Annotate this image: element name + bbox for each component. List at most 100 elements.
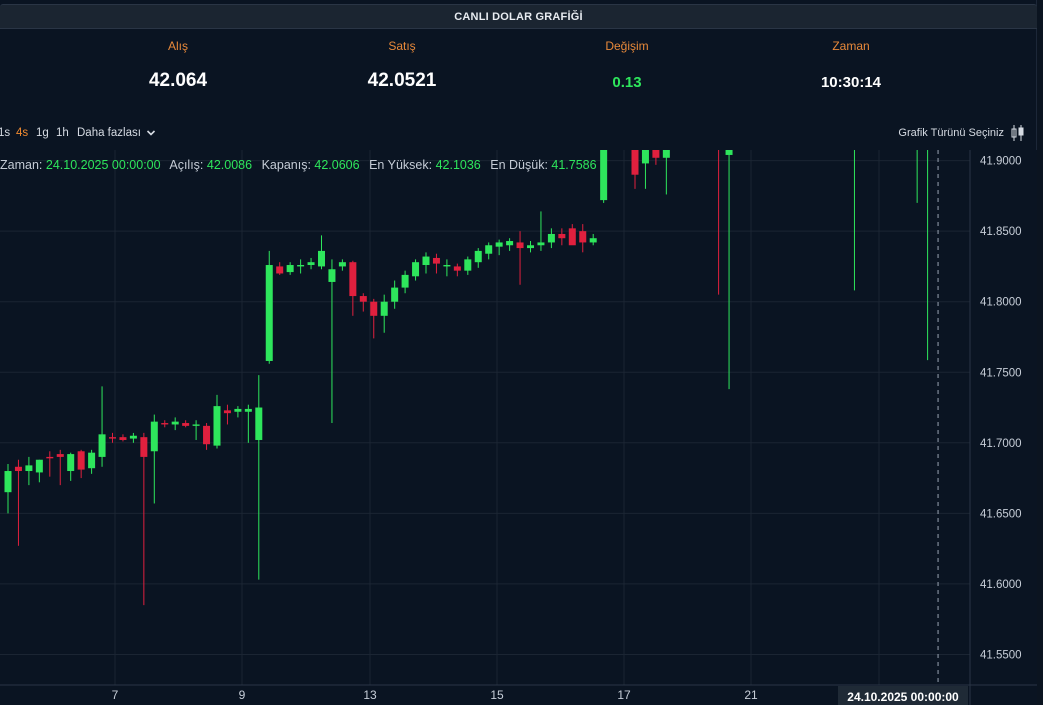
- timeframe-1h[interactable]: 1h: [56, 127, 69, 139]
- candle-body: [401, 274, 409, 288]
- candle-body: [129, 435, 137, 439]
- ohlc-close-value: 42.0606: [314, 158, 360, 172]
- candle-body: [265, 265, 273, 361]
- rate-stats: Alış 42.064 Satış 42.0521 Değişim 0.13 Z…: [0, 30, 1037, 110]
- candle-body: [432, 257, 440, 264]
- timeframe-1s[interactable]: 1s: [0, 127, 11, 139]
- candle-body: [182, 423, 190, 426]
- y-tick-label: 41.8500: [980, 226, 1022, 238]
- timeframe-1g[interactable]: 1g: [36, 127, 49, 139]
- widget-title: CANLI DOLAR GRAFİĞİ: [454, 10, 583, 23]
- candle-body: [77, 451, 85, 470]
- candle-body: [223, 410, 231, 414]
- candle-body: [307, 262, 315, 266]
- ohlc-low-label: En Düşük:: [490, 158, 548, 172]
- more-timeframes-button[interactable]: Daha fazlası: [77, 127, 141, 139]
- x-tick-label: 21: [744, 688, 758, 702]
- candle-body: [276, 266, 284, 274]
- y-tick-label: 41.6500: [980, 508, 1022, 520]
- chart-type-button[interactable]: Grafik Türünü Seçiniz: [898, 127, 1004, 139]
- candle-body: [558, 233, 566, 239]
- candle-body: [516, 242, 524, 249]
- candle-body: [171, 421, 179, 425]
- chart-toolbar: 1s 4s 1g 1h Daha fazlası Grafik Türünü S…: [0, 124, 1037, 144]
- stat-change-value: 0.13: [612, 74, 642, 91]
- price-chart[interactable]: 42.250042.200042.150042.100042.050042.00…: [0, 150, 1037, 705]
- candle-body: [119, 437, 127, 440]
- candle-body: [422, 256, 430, 266]
- candle-body: [203, 425, 211, 445]
- stat-bid-label: Alış: [167, 39, 188, 53]
- candle-body: [725, 150, 733, 155]
- candle-body: [495, 242, 503, 247]
- title-bar: CANLI DOLAR GRAFİĞİ: [0, 4, 1037, 29]
- candle-body: [662, 150, 670, 158]
- candle-body: [161, 423, 169, 425]
- chevron-down-icon[interactable]: [146, 128, 156, 138]
- candle-body: [527, 245, 534, 249]
- candle-body: [14, 466, 22, 472]
- x-tick-label: 9: [239, 688, 246, 702]
- candle-body: [391, 287, 399, 302]
- candle-body: [35, 459, 43, 473]
- ohlc-high-value: 42.1036: [435, 158, 481, 172]
- candlestick-icon[interactable]: [1010, 124, 1026, 142]
- candle-body: [67, 454, 75, 472]
- stat-time-value: 10:30:14: [820, 74, 882, 91]
- crosshair-date-label: 24.10.2025 00:00:00: [847, 690, 959, 704]
- ohlc-time-label: Zaman:: [0, 158, 43, 172]
- x-tick-label: 17: [617, 688, 631, 702]
- x-tick-label: 13: [363, 688, 377, 702]
- candle-body: [589, 238, 597, 243]
- candle-body: [474, 250, 482, 263]
- y-tick-label: 41.5500: [980, 649, 1022, 661]
- candle-body: [600, 150, 608, 201]
- candle-body: [485, 245, 493, 254]
- candle-body: [98, 434, 106, 457]
- candle-body: [140, 437, 148, 457]
- ohlc-high-label: En Yüksek:: [369, 158, 433, 172]
- candle-body: [547, 233, 555, 243]
- ohlc-low-value: 41.7586: [551, 158, 597, 172]
- y-tick-label: 41.7500: [980, 367, 1022, 379]
- candle-body: [641, 150, 649, 164]
- candle-body: [568, 228, 576, 246]
- candle-body: [464, 259, 472, 271]
- crosshair-tag: [838, 686, 968, 705]
- candle-body: [150, 421, 158, 452]
- candle-body: [109, 437, 116, 439]
- candle-body: [579, 231, 587, 243]
- stat-time-label: Zaman: [832, 39, 870, 53]
- candle-body: [370, 301, 378, 316]
- candle-body: [286, 265, 294, 273]
- candle-body: [412, 262, 420, 277]
- x-tick-label: 7: [112, 688, 119, 702]
- candle-body: [192, 424, 200, 426]
- y-tick-label: 41.9000: [980, 156, 1022, 168]
- ohlc-open-value: 42.0086: [206, 158, 253, 172]
- candle-body: [537, 242, 545, 246]
- y-tick-label: 41.7000: [980, 438, 1022, 450]
- candle-body: [318, 250, 325, 267]
- candle-body: [443, 265, 451, 267]
- candle-body: [46, 456, 54, 459]
- candle-body: [244, 408, 252, 412]
- candle-body: [25, 465, 33, 472]
- ohlc-time-value: 24.10.2025 00:00:00: [45, 158, 161, 172]
- ohlc-open-label: Açılış:: [169, 158, 204, 172]
- stat-ask-label: Satış: [388, 39, 416, 53]
- y-tick-label: 41.6000: [980, 579, 1022, 591]
- stat-change-label: Değişim: [605, 39, 649, 53]
- candle-body: [349, 262, 357, 297]
- ohlc-legend: Zaman: 24.10.2025 00:00:00 Açılış: 42.00…: [0, 158, 603, 172]
- stat-ask-value: 42.0521: [367, 70, 437, 91]
- candle-body: [56, 454, 64, 457]
- candle-body: [631, 150, 639, 175]
- candle-body: [297, 265, 305, 267]
- candle-body: [506, 241, 514, 246]
- candle-body: [4, 471, 12, 493]
- candle-body: [338, 262, 346, 267]
- timeframe-4s[interactable]: 4s: [16, 127, 29, 139]
- candle-body: [255, 407, 263, 440]
